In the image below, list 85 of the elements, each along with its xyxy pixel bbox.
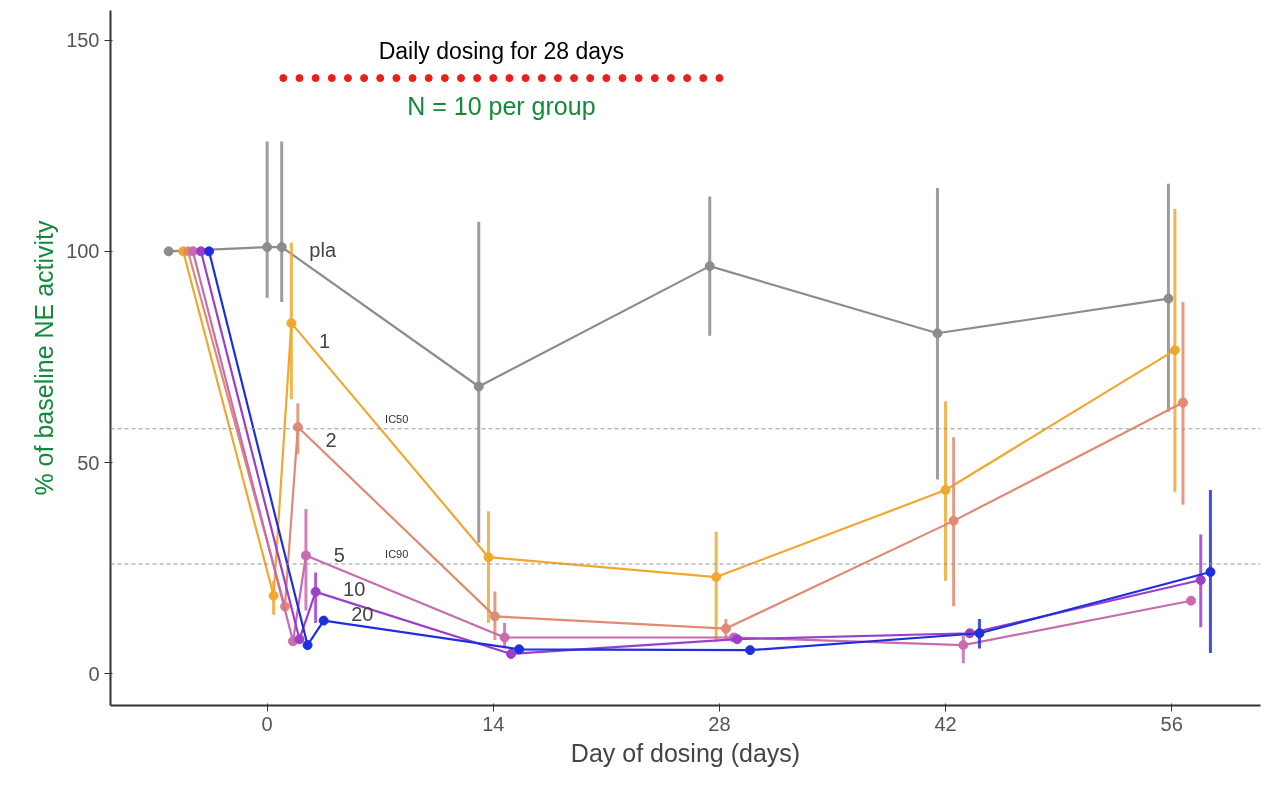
series-label: 1 <box>319 330 331 353</box>
point <box>948 515 959 526</box>
point <box>704 261 715 272</box>
point <box>1195 575 1206 586</box>
point <box>268 590 279 601</box>
point <box>424 74 433 83</box>
point <box>618 74 627 83</box>
point <box>932 328 943 339</box>
point <box>300 550 311 561</box>
point <box>295 74 304 83</box>
point <box>711 572 722 583</box>
series-label: 5 <box>333 544 345 567</box>
series-label: 20 <box>351 603 374 626</box>
point <box>489 74 498 83</box>
point <box>276 242 287 253</box>
point <box>745 645 756 656</box>
annotation: N = 10 per group <box>407 92 596 121</box>
point <box>473 381 484 392</box>
point <box>553 74 562 83</box>
point <box>499 632 510 643</box>
point <box>506 648 517 659</box>
point <box>440 74 449 83</box>
point <box>392 74 401 83</box>
ref-line-label: IC50 <box>385 412 409 425</box>
point <box>195 246 206 257</box>
point <box>1169 345 1180 356</box>
series-label: 2 <box>325 428 337 451</box>
point <box>586 74 595 83</box>
point <box>1205 567 1216 577</box>
x-tick-label: 14 <box>482 712 505 735</box>
point <box>521 74 530 83</box>
point <box>318 615 329 626</box>
point <box>456 74 465 83</box>
point <box>650 74 659 83</box>
point <box>279 74 288 83</box>
point <box>940 485 951 496</box>
x-axis-title: Day of dosing (days) <box>570 738 801 767</box>
point <box>483 552 494 563</box>
point <box>732 634 743 645</box>
point <box>286 318 297 329</box>
point <box>699 74 708 83</box>
y-tick-label: 0 <box>88 662 100 685</box>
point <box>294 634 305 645</box>
series-label: pla <box>309 238 337 261</box>
point <box>1163 293 1174 304</box>
point <box>715 74 724 83</box>
point <box>327 74 336 83</box>
x-tick-label: 42 <box>934 712 957 735</box>
point <box>292 422 303 433</box>
point <box>360 74 369 83</box>
point <box>974 628 985 639</box>
point <box>505 74 514 83</box>
point <box>376 74 385 83</box>
point <box>570 74 579 83</box>
x-tick-label: 0 <box>261 712 273 735</box>
point <box>302 640 313 651</box>
point <box>1186 595 1197 606</box>
ref-line-label: IC90 <box>385 547 409 560</box>
point <box>1177 397 1188 408</box>
point <box>537 74 546 83</box>
point <box>489 611 500 622</box>
point <box>343 74 352 83</box>
y-tick-label: 100 <box>66 240 100 263</box>
point <box>514 644 525 655</box>
series-label: 10 <box>343 578 366 601</box>
point <box>310 586 321 597</box>
x-tick-label: 56 <box>1160 712 1183 735</box>
point <box>408 74 417 83</box>
x-tick-label: 28 <box>708 712 731 735</box>
point <box>602 74 611 83</box>
point <box>683 74 692 83</box>
point <box>163 246 174 257</box>
y-axis-title: % of baseline NE activity <box>30 219 59 496</box>
point <box>473 74 482 83</box>
y-tick-label: 150 <box>66 29 100 52</box>
point <box>187 246 198 257</box>
point <box>204 246 215 257</box>
point <box>720 623 731 634</box>
y-tick-label: 50 <box>77 451 100 474</box>
point <box>958 640 969 651</box>
point <box>262 242 273 253</box>
annotation: Daily dosing for 28 days <box>378 38 625 65</box>
point <box>666 74 675 83</box>
point <box>311 74 320 83</box>
point <box>634 74 643 83</box>
